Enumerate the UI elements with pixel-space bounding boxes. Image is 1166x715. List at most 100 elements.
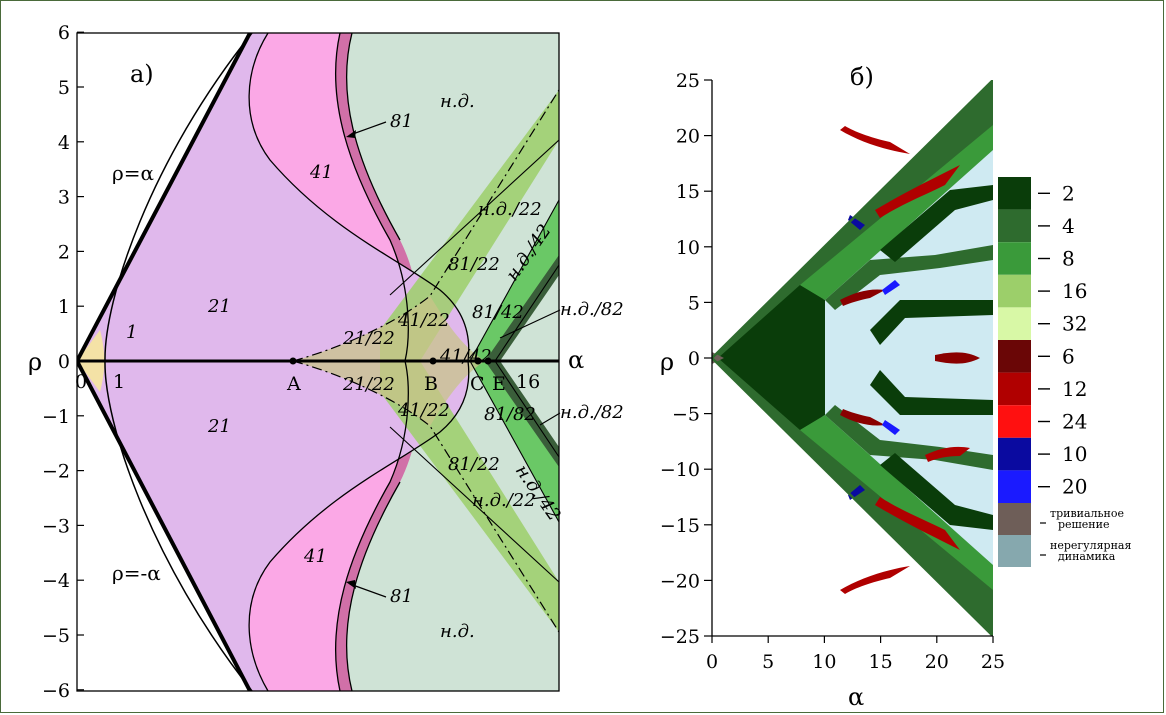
y-tick-label: −1	[42, 406, 70, 428]
y-tick-label: −3	[42, 515, 70, 537]
region-label-p2-lower: 21	[207, 416, 231, 437]
band-period-8-lower	[800, 415, 993, 590]
region-label-r21-22-lower: 21/22	[342, 374, 395, 395]
y-tick-label: 10	[676, 237, 700, 259]
legend-swatch	[998, 242, 1031, 275]
label-rho-minus-alpha: ρ=-α	[112, 561, 161, 585]
x-tick-1: 1	[113, 371, 125, 393]
red-feature-6	[925, 446, 970, 462]
y-tick-label: 6	[58, 22, 70, 44]
y-tick-label: 2	[58, 241, 70, 263]
y-tick-label: −5	[42, 625, 70, 647]
red-feature-2	[875, 497, 960, 550]
legend-swatch	[998, 209, 1031, 243]
dark-band-mid-lower	[870, 370, 993, 415]
y-tick-label: 1	[58, 296, 70, 318]
chaos-over-4-region	[470, 200, 559, 522]
region-label-p8-lower: 81	[390, 586, 413, 607]
label-rho-alpha: ρ=α	[112, 161, 154, 185]
y-tick-label: −15	[660, 515, 700, 537]
red-feature-4	[840, 409, 885, 426]
region-label-r41-22-upper: 41/22	[397, 310, 450, 331]
panel-b-y-ticks: 25 20 15 10 5 0 −5 −10 −15 −20 −25	[660, 70, 712, 648]
legend-label: 4	[1062, 214, 1075, 238]
legend-label: решение	[1058, 518, 1109, 531]
region-label-r81-22-upper: 81/22	[448, 254, 500, 275]
legend-swatch	[998, 274, 1031, 308]
panel-b-label: б)	[850, 63, 874, 91]
panel-a-x-label: α	[568, 346, 584, 374]
point-e-marker	[484, 357, 492, 365]
x-tick-16: 16	[516, 371, 540, 393]
legend-label: 10	[1062, 442, 1087, 466]
red-feature-8	[840, 126, 910, 154]
region-label-p8-upper: 81	[390, 111, 413, 132]
y-tick-label: −4	[42, 570, 70, 592]
region-label-chaos-over-8-lower: н.д./82	[560, 402, 624, 423]
point-e-label: E	[492, 373, 506, 395]
y-tick-label: −6	[42, 680, 70, 702]
dark-band-mid-upper	[870, 300, 993, 345]
region-label-trivial: 1	[126, 322, 137, 343]
legend-label: 32	[1062, 312, 1087, 336]
panel-b-map	[712, 80, 993, 636]
legend-label: тривиальное	[1050, 507, 1124, 520]
region-label-r41-42: 41/42	[439, 346, 492, 367]
point-b-label: B	[424, 373, 438, 395]
dark-band-high-upper	[880, 185, 993, 262]
y-tick-label: −10	[660, 459, 700, 481]
y-tick-label: 5	[58, 77, 70, 99]
region-label-chaos-over-8-upper: н.д./82	[560, 299, 624, 320]
y-tick-label: 3	[58, 187, 70, 209]
line-rho-alpha	[77, 33, 252, 362]
y-tick-label: 0	[688, 348, 700, 370]
legend-swatch	[998, 177, 1031, 210]
y-tick-label: −5	[672, 404, 700, 426]
legend-swatch	[998, 307, 1031, 340]
region-label-chaos-lower: н.д.	[440, 621, 475, 642]
region-label-r21-22-upper: 21/22	[342, 328, 395, 349]
panel-a-regions	[77, 33, 559, 691]
legend-label: 2	[1062, 181, 1075, 205]
panel-b-legend: 2481632612241020тривиальноерешениенерегу…	[998, 177, 1131, 567]
red-feature-5	[935, 352, 980, 364]
region-label-p2-upper: 21	[207, 296, 231, 317]
x-tick-label: 15	[869, 651, 893, 673]
y-tick-label: 20	[676, 126, 700, 148]
legend-label: 8	[1062, 247, 1075, 271]
legend-swatch	[998, 437, 1031, 471]
region-label-r81-22-lower: 81/22	[448, 454, 500, 475]
point-b-marker	[429, 357, 437, 365]
band-period-2	[718, 285, 825, 430]
x-tick-label: 0	[706, 651, 718, 673]
band-period-8-upper	[800, 125, 993, 300]
y-tick-label: 5	[688, 292, 700, 314]
x-tick-0: 0	[75, 371, 87, 393]
legend-label: динамика	[1058, 550, 1116, 563]
legend-label: 20	[1062, 475, 1087, 499]
red-feature-7	[840, 566, 910, 594]
dark-band-high-lower	[880, 453, 993, 530]
region-label-chaos-over-2-lower: н.д./22	[472, 490, 536, 511]
legend-swatch	[998, 503, 1031, 535]
y-tick-label: 15	[676, 181, 700, 203]
x-tick-label: 10	[812, 651, 836, 673]
x-tick-label: 20	[925, 651, 949, 673]
region-label-r81-82: 81/82	[484, 404, 536, 425]
y-tick-label: −25	[660, 626, 700, 648]
panel-a-y-label: ρ	[28, 348, 42, 376]
panel-b-y-label: ρ	[660, 348, 674, 376]
y-tick-label: 4	[58, 132, 70, 154]
region-label-r81-42: 81/42	[472, 302, 524, 323]
region-label-p4-lower: 41	[303, 546, 327, 567]
y-tick-label: 0	[58, 351, 70, 373]
x-tick-label: 25	[981, 651, 1005, 673]
legend-swatch	[998, 340, 1031, 373]
panel-a-frame	[76, 32, 560, 692]
x-tick-label: 5	[762, 651, 774, 673]
panel-a-label: а)	[130, 60, 154, 88]
red-feature-3	[840, 289, 885, 306]
